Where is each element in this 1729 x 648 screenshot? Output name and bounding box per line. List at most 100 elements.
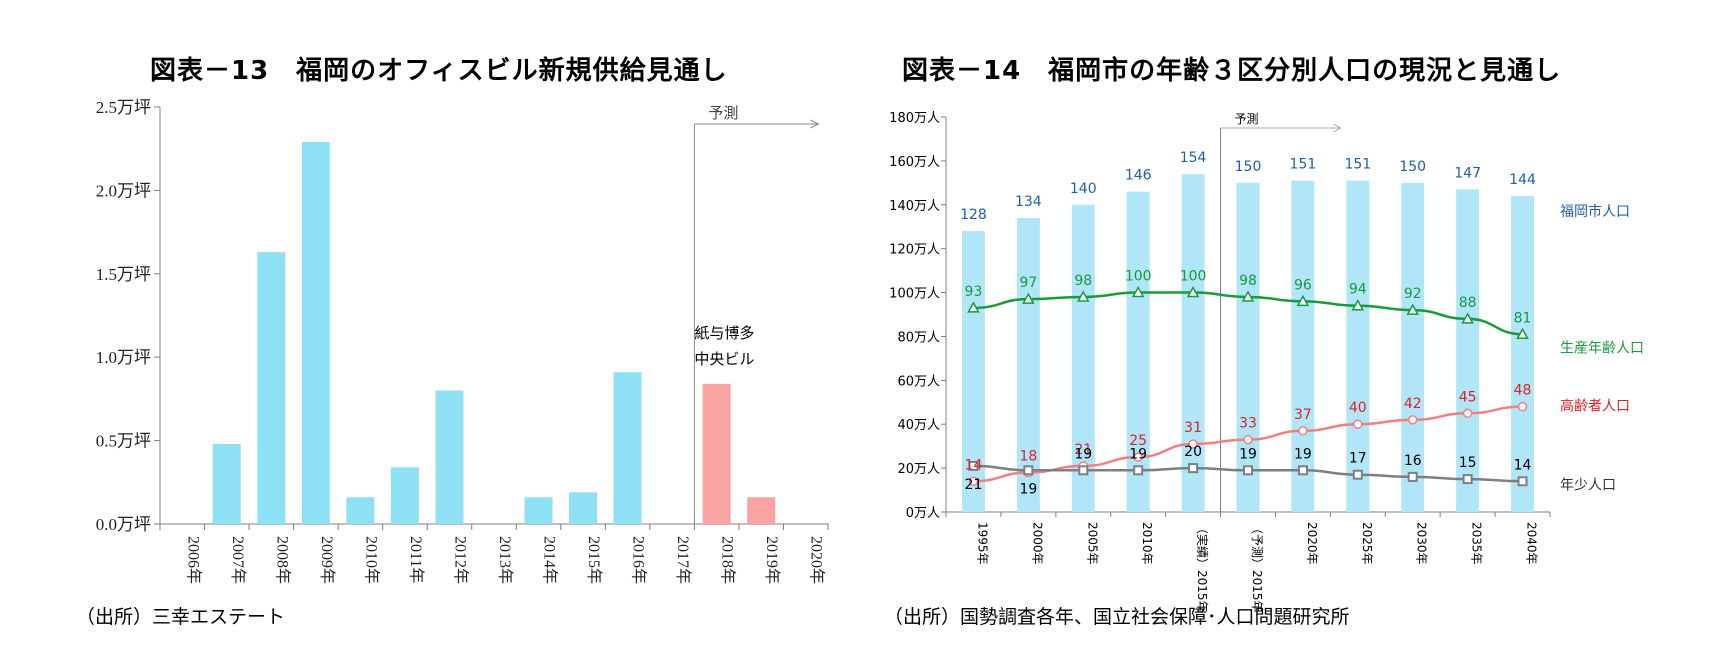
data-point (1133, 465, 1144, 476)
bar-value-label: 146 (1125, 168, 1152, 184)
data-point (1517, 476, 1528, 487)
data-label: 94 (1349, 282, 1367, 298)
data-point (1353, 419, 1363, 429)
data-point (1406, 303, 1420, 315)
data-label: 19 (1019, 481, 1037, 497)
data-label: 96 (1294, 277, 1312, 293)
x-tick-label: 2000年 (1030, 522, 1044, 565)
data-point (1296, 294, 1310, 307)
annotation-line: 紙与博多 (694, 324, 754, 342)
data-point (1298, 426, 1308, 436)
data-label: 21 (965, 477, 983, 493)
x-tick-label: 2010年 (362, 536, 380, 584)
legend-label: 福岡市人口 (1560, 203, 1630, 220)
data-label: 97 (1019, 275, 1037, 291)
y-tick-label: 140万人 (889, 199, 940, 214)
bar (390, 467, 419, 524)
data-point (1188, 463, 1199, 474)
data-label: 31 (1184, 420, 1202, 436)
x-tick-label: 2009年 (318, 536, 336, 584)
legend-label: 生産年齢人口 (1560, 340, 1644, 356)
x-tick-label: （予測）2015年 (1250, 522, 1264, 613)
population-plot: 0万人 20万人 40万人 60万人 80万人 100万人 120万人 140万人 160万人 1… (889, 111, 1644, 613)
data-label: 14 (965, 457, 983, 473)
data-point (1352, 469, 1363, 480)
bar (524, 497, 553, 524)
x-tick-label: 2013年 (496, 536, 514, 584)
chart-title: 図表－13 福岡のオフィスビル新規供給見通し (150, 56, 728, 86)
bar (1016, 217, 1040, 512)
x-tick-label: 2005年 (1085, 522, 1099, 565)
x-tick-label: （実績）2015年 (1195, 522, 1210, 613)
y-tick-label: 120万人 (889, 243, 940, 258)
data-label: 19 (1074, 446, 1092, 462)
bar (435, 390, 464, 524)
x-tick-label: 2020年 (808, 536, 826, 584)
bar-value-label: 151 (1290, 157, 1317, 173)
y-tick-label: 0.5万坪 (96, 432, 151, 451)
data-label: 25 (1129, 433, 1147, 449)
bar-value-label: 151 (1344, 157, 1371, 173)
x-tick-label: 2015年 (585, 536, 603, 584)
bar (961, 231, 985, 512)
bar (1401, 182, 1425, 513)
data-point (1133, 452, 1143, 462)
data-label: 93 (965, 284, 983, 300)
y-tick-label: 40万人 (897, 418, 940, 433)
y-tick-label: 1.0万坪 (96, 348, 151, 367)
bar-value-label: 154 (1180, 150, 1207, 166)
forecast-label: 予測 (1235, 112, 1259, 126)
y-tick-label: 100万人 (889, 287, 940, 302)
data-label: 81 (1514, 310, 1532, 326)
data-label: 45 (1459, 389, 1477, 405)
data-label: 16 (1404, 453, 1422, 469)
data-label: 98 (1074, 273, 1092, 289)
data-label: 33 (1239, 416, 1257, 432)
data-point (1351, 299, 1365, 311)
bar (1291, 180, 1315, 512)
bar (1511, 196, 1535, 512)
x-tick-label: 2017年 (674, 536, 692, 584)
data-label: 100 (1125, 269, 1152, 285)
x-tick-label: 2016年 (630, 536, 648, 584)
forecast-arrowhead (1333, 123, 1342, 133)
data-label: 19 (1129, 446, 1147, 462)
data-point (1461, 312, 1474, 324)
x-tick-label: 2035年 (1470, 522, 1484, 565)
x-tick-label: 2040年 (1525, 522, 1539, 565)
data-point (1462, 408, 1473, 418)
office-supply-chart: 図表－13 福岡のオフィスビル新規供給見通し 0.0万坪 0.5万坪 1.0万坪 1.… (0, 0, 864, 648)
x-tick-label: 2030年 (1415, 522, 1429, 565)
y-tick-label: 0.0万坪 (96, 515, 151, 534)
x-tick-label: 1995年 (975, 522, 989, 565)
data-label: 20 (1184, 444, 1202, 460)
bar (212, 443, 241, 524)
bar (569, 492, 598, 524)
bar (346, 497, 375, 524)
data-point (967, 301, 980, 313)
legend-label: 高齢者人口 (1560, 398, 1630, 415)
bar (1236, 182, 1260, 513)
data-point (1186, 286, 1200, 298)
bar-value-label: 150 (1399, 159, 1426, 175)
chart-source: （出所）三幸エステート (76, 606, 286, 628)
data-label: 98 (1239, 273, 1257, 289)
x-tick-label: 2010年 (1140, 522, 1154, 565)
chart-source: （出所）国勢調査各年、国立社会保障･人口問題研究所 (884, 606, 1350, 628)
data-point (1243, 434, 1253, 445)
data-point (1241, 290, 1255, 302)
data-label: 88 (1459, 295, 1477, 311)
data-point (1023, 465, 1034, 476)
data-label: 37 (1294, 407, 1312, 423)
bar-value-label: 144 (1509, 172, 1536, 188)
x-tick-label: 2011年 (407, 536, 425, 583)
data-label: 18 (1019, 449, 1037, 465)
bar (257, 252, 286, 524)
data-label: 48 (1514, 383, 1532, 399)
data-label: 17 (1349, 451, 1367, 467)
y-tick-label: 2.5万坪 (96, 98, 151, 117)
data-point (968, 460, 979, 471)
bar (301, 142, 330, 524)
forecast-arrowhead (810, 119, 820, 129)
x-tick-label: 2006年 (184, 536, 202, 584)
